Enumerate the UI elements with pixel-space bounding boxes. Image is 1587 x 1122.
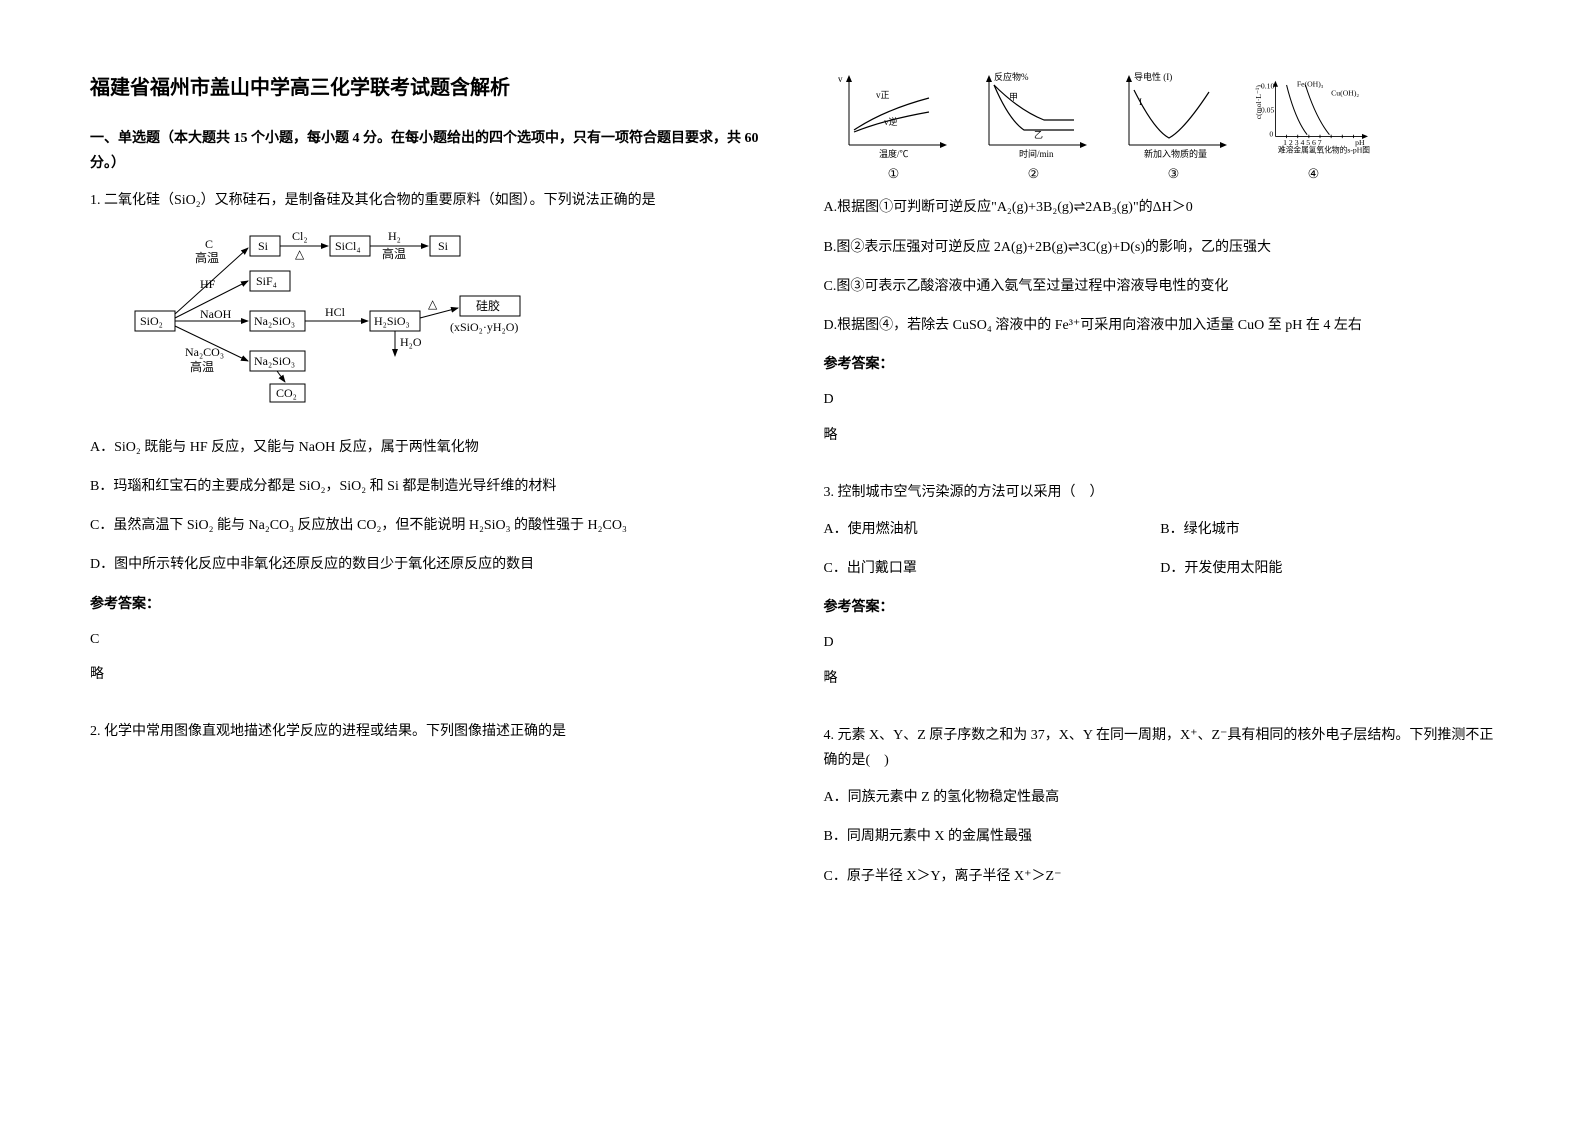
- arr-h2: H₂: [388, 229, 401, 243]
- graph-2: 反应物% 甲 乙 时间/min ②: [974, 70, 1094, 185]
- question-3: 3. 控制城市空气污染源的方法可以采用（ ） A．使用燃油机 B．绿化城市 C．…: [824, 480, 1498, 705]
- q2-answer: D: [824, 387, 1498, 412]
- q3-option-c: C．出门戴口罩: [824, 556, 1161, 581]
- q2-answer-extra: 略: [824, 423, 1498, 448]
- box-sif4: SiF₄: [256, 274, 277, 288]
- graph-1: v v正 v逆 温度/℃ ①: [834, 70, 954, 185]
- q1-answer: C: [90, 627, 764, 652]
- arr-naoh: NaOH: [200, 307, 232, 321]
- box-si2: Si: [438, 239, 449, 253]
- q3-answer-extra: 略: [824, 666, 1498, 691]
- box-sio2: SiO₂: [140, 314, 163, 328]
- q2-text: 2. 化学中常用图像直观地描述化学反应的进程或结果。下列图像描述正确的是: [90, 719, 764, 744]
- q1-option-b: B．玛瑙和红宝石的主要成分都是 SiO₂，SiO₂ 和 Si 都是制造光导纤维的…: [90, 474, 764, 499]
- q3-option-d: D．开发使用太阳能: [1160, 556, 1497, 581]
- svg-text:新加入物质的量: 新加入物质的量: [1144, 148, 1207, 159]
- graph-3-label: ③: [1168, 162, 1180, 185]
- q1-option-d: D．图中所示转化反应中非氧化还原反应的数目少于氧化还原反应的数目: [90, 552, 764, 577]
- q1-answer-label: 参考答案：: [90, 592, 764, 617]
- arr-na2co3: Na₂CO₃: [185, 345, 224, 359]
- arr-high3: 高温: [190, 359, 214, 374]
- arr-delta1: △: [295, 247, 305, 261]
- svg-text:v逆: v逆: [884, 116, 898, 127]
- arr-c: C: [205, 237, 213, 251]
- svg-text:v: v: [838, 74, 843, 84]
- q2-answer-label: 参考答案：: [824, 352, 1498, 377]
- question-1: 1. 二氧化硅（SiO₂）又称硅石，是制备硅及其化合物的重要原料（如图）。下列说…: [90, 188, 764, 701]
- q1-option-a: A．SiO₂ 既能与 HF 反应，又能与 NaOH 反应，属于两性氧化物: [90, 435, 764, 460]
- q2-option-d: D.根据图④，若除去 CuSO₄ 溶液中的 Fe³⁺可采用向溶液中加入适量 Cu…: [824, 313, 1498, 338]
- svg-text:反应物%: 反应物%: [994, 71, 1029, 82]
- box-guijiao-sub: (xSiO₂·yH₂O): [450, 320, 518, 334]
- right-column: v v正 v逆 温度/℃ ① 反应物% 甲 乙 时间/min ②: [824, 70, 1498, 1052]
- arr-hf: HF: [200, 277, 216, 291]
- q1-text: 1. 二氧化硅（SiO₂）又称硅石，是制备硅及其化合物的重要原料（如图）。下列说…: [90, 188, 764, 213]
- svg-text:Cu(OH)₂: Cu(OH)₂: [1331, 88, 1359, 97]
- q2-option-b: B.图②表示压强对可逆反应 2A(g)+2B(g)⇌3C(g)+D(s)的影响，…: [824, 235, 1498, 260]
- q3-answer: D: [824, 630, 1498, 655]
- box-co2: CO₂: [276, 386, 297, 400]
- q2-option-c: C.图③可表示乙酸溶液中通入氨气至过量过程中溶液导电性的变化: [824, 274, 1498, 299]
- svg-text:v正: v正: [876, 90, 890, 100]
- svg-text:0: 0: [1269, 129, 1273, 138]
- box-na2sio3-1: Na₂SiO₃: [254, 314, 295, 328]
- q4-text: 4. 元素 X、Y、Z 原子序数之和为 37，X、Y 在同一周期，X⁺、Z⁻具有…: [824, 723, 1498, 773]
- arr-high2: 高温: [382, 246, 406, 261]
- q3-text: 3. 控制城市空气污染源的方法可以采用（ ）: [824, 480, 1498, 505]
- graph-4: c(mol·L⁻¹) 0.10 0.05 0 Fe(OH)₃ Cu(OH)₂ 1…: [1254, 70, 1374, 185]
- graph-1-label: ①: [888, 162, 900, 185]
- svg-text:甲: 甲: [1009, 92, 1018, 102]
- box-na2sio3-2: Na₂SiO₃: [254, 354, 295, 368]
- box-sicl4: SiCl₄: [335, 239, 361, 253]
- svg-text:Fe(OH)₃: Fe(OH)₃: [1296, 80, 1323, 89]
- q4-option-c: C．原子半径 X＞Y，离子半径 X⁺＞Z⁻: [824, 864, 1498, 889]
- q2-option-a: A.根据图①可判断可逆反应"A₂(g)+3B₂(g)⇌2AB₃(g)"的ΔH＞0: [824, 195, 1498, 220]
- svg-text:I: I: [1139, 97, 1142, 107]
- section-header: 一、单选题（本大题共 15 个小题，每小题 4 分。在每小题给出的四个选项中，只…: [90, 126, 764, 176]
- arr-h2o: H₂O: [400, 335, 422, 349]
- q3-option-a: A．使用燃油机: [824, 517, 1161, 542]
- question-2-intro: 2. 化学中常用图像直观地描述化学反应的进程或结果。下列图像描述正确的是: [90, 719, 764, 756]
- q3-option-b: B．绿化城市: [1160, 517, 1497, 542]
- left-column: 福建省福州市盖山中学高三化学联考试题含解析 一、单选题（本大题共 15 个小题，…: [90, 70, 764, 1052]
- q3-answer-label: 参考答案：: [824, 595, 1498, 620]
- arr-cl2: Cl₂: [292, 229, 308, 243]
- box-h2sio3: H₂SiO₃: [374, 314, 410, 328]
- q4-option-b: B．同周期元素中 X 的金属性最强: [824, 824, 1498, 849]
- q4-option-a: A．同族元素中 Z 的氢化物稳定性最高: [824, 785, 1498, 810]
- svg-text:时间/min: 时间/min: [1019, 148, 1054, 159]
- svg-text:乙: 乙: [1034, 130, 1043, 140]
- arr-high1: 高温: [195, 250, 219, 265]
- q1-diagram: SiO₂ Si SiCl₄ Si SiF₄ Na₂SiO₃ H₂SiO₃: [130, 226, 764, 415]
- q2-graphs: v v正 v逆 温度/℃ ① 反应物% 甲 乙 时间/min ②: [824, 70, 1498, 185]
- q1-answer-extra: 略: [90, 662, 764, 687]
- arr-delta2: △: [428, 297, 438, 311]
- svg-text:难溶金属氢氧化物的s-pH图: 难溶金属氢氧化物的s-pH图: [1278, 145, 1370, 155]
- svg-text:导电性 (I): 导电性 (I): [1134, 71, 1172, 82]
- question-4: 4. 元素 X、Y、Z 原子序数之和为 37，X、Y 在同一周期，X⁺、Z⁻具有…: [824, 723, 1498, 903]
- graph-3: 导电性 (I) I 新加入物质的量 ③: [1114, 70, 1234, 185]
- graph-4-label: ④: [1308, 162, 1320, 185]
- box-si: Si: [258, 239, 269, 253]
- document-title: 福建省福州市盖山中学高三化学联考试题含解析: [90, 70, 764, 106]
- box-guijiao: 硅胶: [476, 298, 500, 313]
- svg-text:0.05: 0.05: [1260, 105, 1274, 114]
- graph-2-label: ②: [1028, 162, 1040, 185]
- svg-text:温度/℃: 温度/℃: [879, 148, 909, 159]
- q1-option-c: C．虽然高温下 SiO₂ 能与 Na₂CO₃ 反应放出 CO₂，但不能说明 H₂…: [90, 513, 764, 538]
- svg-text:0.10: 0.10: [1260, 81, 1274, 90]
- arr-hcl: HCl: [325, 305, 346, 319]
- question-2-options: A.根据图①可判断可逆反应"A₂(g)+3B₂(g)⇌2AB₃(g)"的ΔH＞0…: [824, 195, 1498, 461]
